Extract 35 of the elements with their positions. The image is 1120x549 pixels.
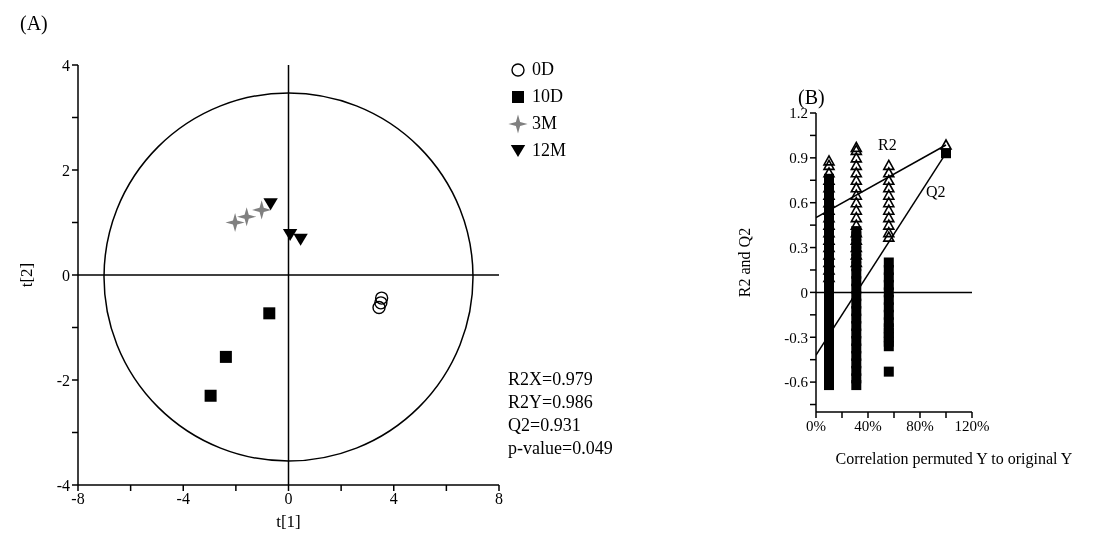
x-tick-label: 0% bbox=[806, 417, 826, 434]
y-tick-label: -0.3 bbox=[784, 329, 808, 346]
y-axis-title: t[2] bbox=[17, 262, 36, 288]
x-tick-label: -4 bbox=[176, 490, 190, 508]
y-tick-label: 0 bbox=[800, 284, 808, 301]
x-tick-label: 80% bbox=[906, 417, 934, 434]
legend-label: 10D bbox=[532, 86, 563, 107]
y-axis-title: R2 and Q2 bbox=[736, 227, 753, 298]
x-tick-label: 8 bbox=[495, 490, 503, 508]
x-tick-label: 120% bbox=[954, 417, 990, 434]
chart-title: (A) bbox=[20, 12, 48, 35]
x-tick-label: 0 bbox=[284, 490, 293, 508]
text: Q2=0.931 bbox=[508, 414, 582, 437]
legend-label: 12M bbox=[532, 140, 567, 161]
series-label: R2 bbox=[878, 135, 897, 153]
y-tick-label: 0 bbox=[62, 266, 70, 284]
legend-label: 0D bbox=[532, 59, 554, 80]
y-tick-label: -4 bbox=[56, 476, 70, 494]
y-tick-label: 2 bbox=[62, 161, 70, 179]
x-tick-label: 4 bbox=[389, 490, 398, 508]
text: R2X=0.979 bbox=[508, 368, 594, 391]
text: p-value=0.049 bbox=[508, 437, 613, 460]
legend-label: 3M bbox=[532, 113, 558, 134]
y-tick-label: 4 bbox=[62, 56, 70, 74]
y-tick-label: 0.9 bbox=[789, 150, 808, 167]
x-axis-title: Correlation permuted Y to original Y bbox=[835, 450, 1073, 468]
x-tick-label: 40% bbox=[854, 417, 882, 434]
x-tick-label: -8 bbox=[71, 490, 85, 508]
series-label: Q2 bbox=[926, 183, 946, 201]
y-tick-label: 0.6 bbox=[789, 195, 809, 212]
y-tick-label: 0.3 bbox=[789, 239, 808, 256]
x-axis-title: t[1] bbox=[276, 512, 301, 531]
y-tick-label: -2 bbox=[56, 371, 70, 389]
y-tick-label: -0.6 bbox=[784, 374, 809, 391]
text: R2Y=0.986 bbox=[508, 391, 594, 414]
